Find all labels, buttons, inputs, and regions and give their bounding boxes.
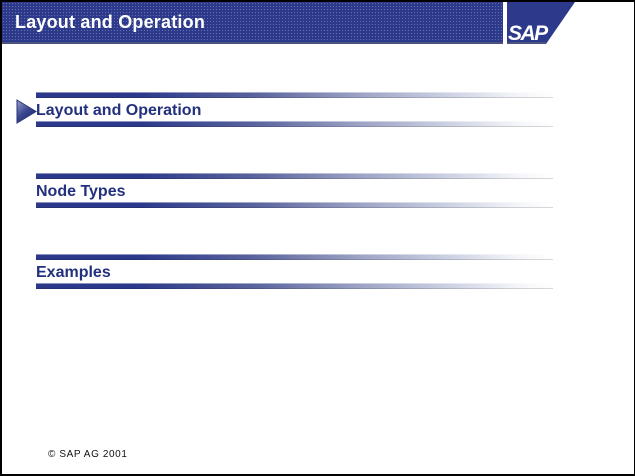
page-title: Layout and Operation [15,12,206,32]
agenda-item-layout-and-operation: Layout and Operation [36,92,553,127]
agenda-rule-bottom [36,202,553,208]
right-arrow-icon [16,99,37,124]
agenda-rule-top [36,254,553,260]
sap-logo-text: SAP [508,22,549,44]
agenda-rule-bottom [36,121,553,127]
agenda-rule-top [36,92,553,98]
agenda-item-node-types: Node Types [36,173,553,208]
agenda-item-examples: Examples [36,254,553,289]
copyright-text: © SAP AG 2001 [48,449,128,460]
sap-logo-bottom-edge [507,42,546,44]
agenda-rule-bottom [36,283,553,289]
sap-logo-shape [507,2,575,44]
agenda-item-label: Node Types [36,183,126,200]
agenda-item-label: Examples [36,264,111,281]
agenda-rule-top [36,173,553,179]
sap-logo: SAP [507,2,575,44]
title-bar: Layout and Operation [2,2,503,44]
agenda-item-label: Layout and Operation [36,102,202,119]
